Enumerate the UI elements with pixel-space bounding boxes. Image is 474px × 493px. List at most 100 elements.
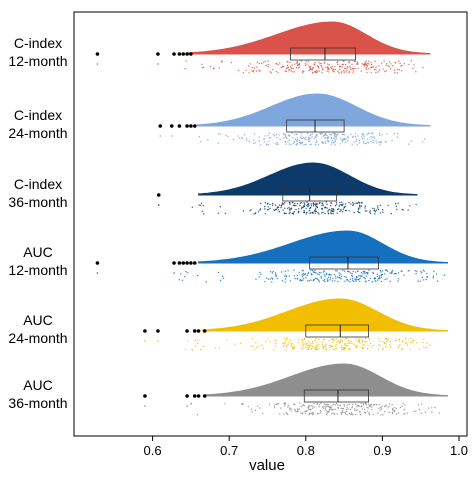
raw-data-point [398, 60, 400, 62]
raw-data-point [338, 208, 340, 210]
raw-data-point [325, 272, 328, 275]
raw-data-point [280, 271, 283, 273]
raw-data-point [372, 132, 374, 134]
raw-data-point [273, 405, 276, 407]
raw-data-point [330, 66, 332, 69]
raw-data-point [359, 212, 361, 214]
raw-data-point [288, 139, 290, 141]
raw-data-point [306, 204, 308, 206]
raw-data-point [391, 404, 393, 406]
raw-data-point [253, 139, 255, 141]
raw-data-point [339, 204, 341, 206]
raw-data-point [318, 279, 320, 282]
raw-data-point [404, 404, 406, 406]
raw-data-point [297, 410, 299, 413]
raw-data-point [257, 211, 260, 213]
raw-data-point [269, 203, 271, 206]
raw-data-point [287, 270, 289, 272]
category-label-horizon: 36-month [8, 395, 67, 411]
raw-data-point [347, 135, 349, 138]
raw-data-point [397, 346, 400, 349]
raw-data-point [270, 72, 272, 74]
raw-data-point [290, 143, 292, 146]
raw-data-point [310, 279, 312, 281]
raw-data-point [343, 138, 345, 141]
raw-data-point [347, 348, 350, 350]
raw-data-point [355, 347, 358, 349]
raw-data-point [369, 212, 372, 215]
raw-data-point [339, 65, 342, 68]
raw-data-point [359, 205, 361, 208]
raw-data-point [318, 70, 320, 72]
raw-data-point [375, 69, 377, 71]
raw-data-point [333, 137, 335, 140]
raw-data-point [170, 135, 173, 137]
raw-data-point [336, 203, 338, 205]
raw-data-point [342, 208, 345, 210]
raw-data-point [359, 343, 361, 345]
raw-data-point [344, 345, 346, 347]
raw-data-point [249, 63, 251, 65]
raw-data-point [407, 209, 409, 211]
raw-data-point [186, 340, 189, 342]
raw-data-point [239, 342, 242, 344]
raw-data-point [269, 278, 271, 280]
raw-data-point [335, 403, 338, 405]
raw-data-point [426, 272, 428, 275]
raw-data-point [312, 205, 315, 207]
raw-data-point [289, 61, 291, 64]
raw-data-point [294, 409, 296, 412]
raw-data-point [276, 277, 278, 280]
raw-data-point [398, 345, 400, 347]
raw-data-point [315, 139, 317, 141]
raw-data-point [368, 211, 371, 213]
raw-data-point [334, 140, 336, 143]
raw-data-point [321, 406, 324, 408]
raw-data-point [344, 141, 347, 144]
raw-data-point [315, 71, 318, 74]
raw-data-point [250, 345, 252, 347]
raw-data-point [356, 138, 358, 141]
raw-data-point [346, 404, 349, 406]
raw-data-point [331, 412, 333, 415]
raw-data-point [354, 67, 356, 70]
raw-data-point [321, 341, 323, 343]
raw-data-point [338, 342, 340, 344]
raw-data-point [287, 343, 289, 346]
raw-data-point [354, 133, 357, 135]
raw-data-point [344, 276, 346, 278]
raw-data-point [199, 204, 202, 206]
raw-data-point [418, 348, 421, 350]
raw-data-point [389, 340, 392, 343]
raw-data-point [285, 276, 288, 278]
raw-data-point [394, 62, 397, 64]
raw-data-point [272, 68, 274, 71]
raw-data-point [359, 410, 361, 412]
raw-data-point [289, 209, 291, 211]
raw-data-point [379, 134, 381, 137]
raw-data-point [336, 61, 338, 64]
raw-data-point [329, 279, 331, 281]
raw-data-point [299, 278, 301, 281]
raw-data-point [365, 271, 368, 274]
raw-data-point [260, 273, 262, 275]
raw-data-point [282, 342, 285, 345]
raw-data-point [426, 342, 428, 344]
raw-data-point [341, 71, 343, 73]
raw-data-point [184, 348, 187, 351]
raw-data-point [190, 403, 192, 406]
raw-data-point [395, 413, 398, 415]
raw-data-point [334, 133, 336, 135]
raw-data-point [241, 403, 243, 405]
raw-data-point [388, 61, 391, 63]
raw-data-point [401, 405, 403, 407]
raw-data-point [363, 135, 365, 137]
raw-data-point [226, 339, 228, 341]
raw-data-point [306, 63, 308, 65]
raw-data-point [359, 277, 361, 279]
series-group [143, 298, 448, 351]
raw-data-point [324, 61, 326, 63]
raw-data-point [344, 205, 346, 207]
raw-data-point [309, 144, 311, 146]
raw-data-point [348, 403, 351, 405]
